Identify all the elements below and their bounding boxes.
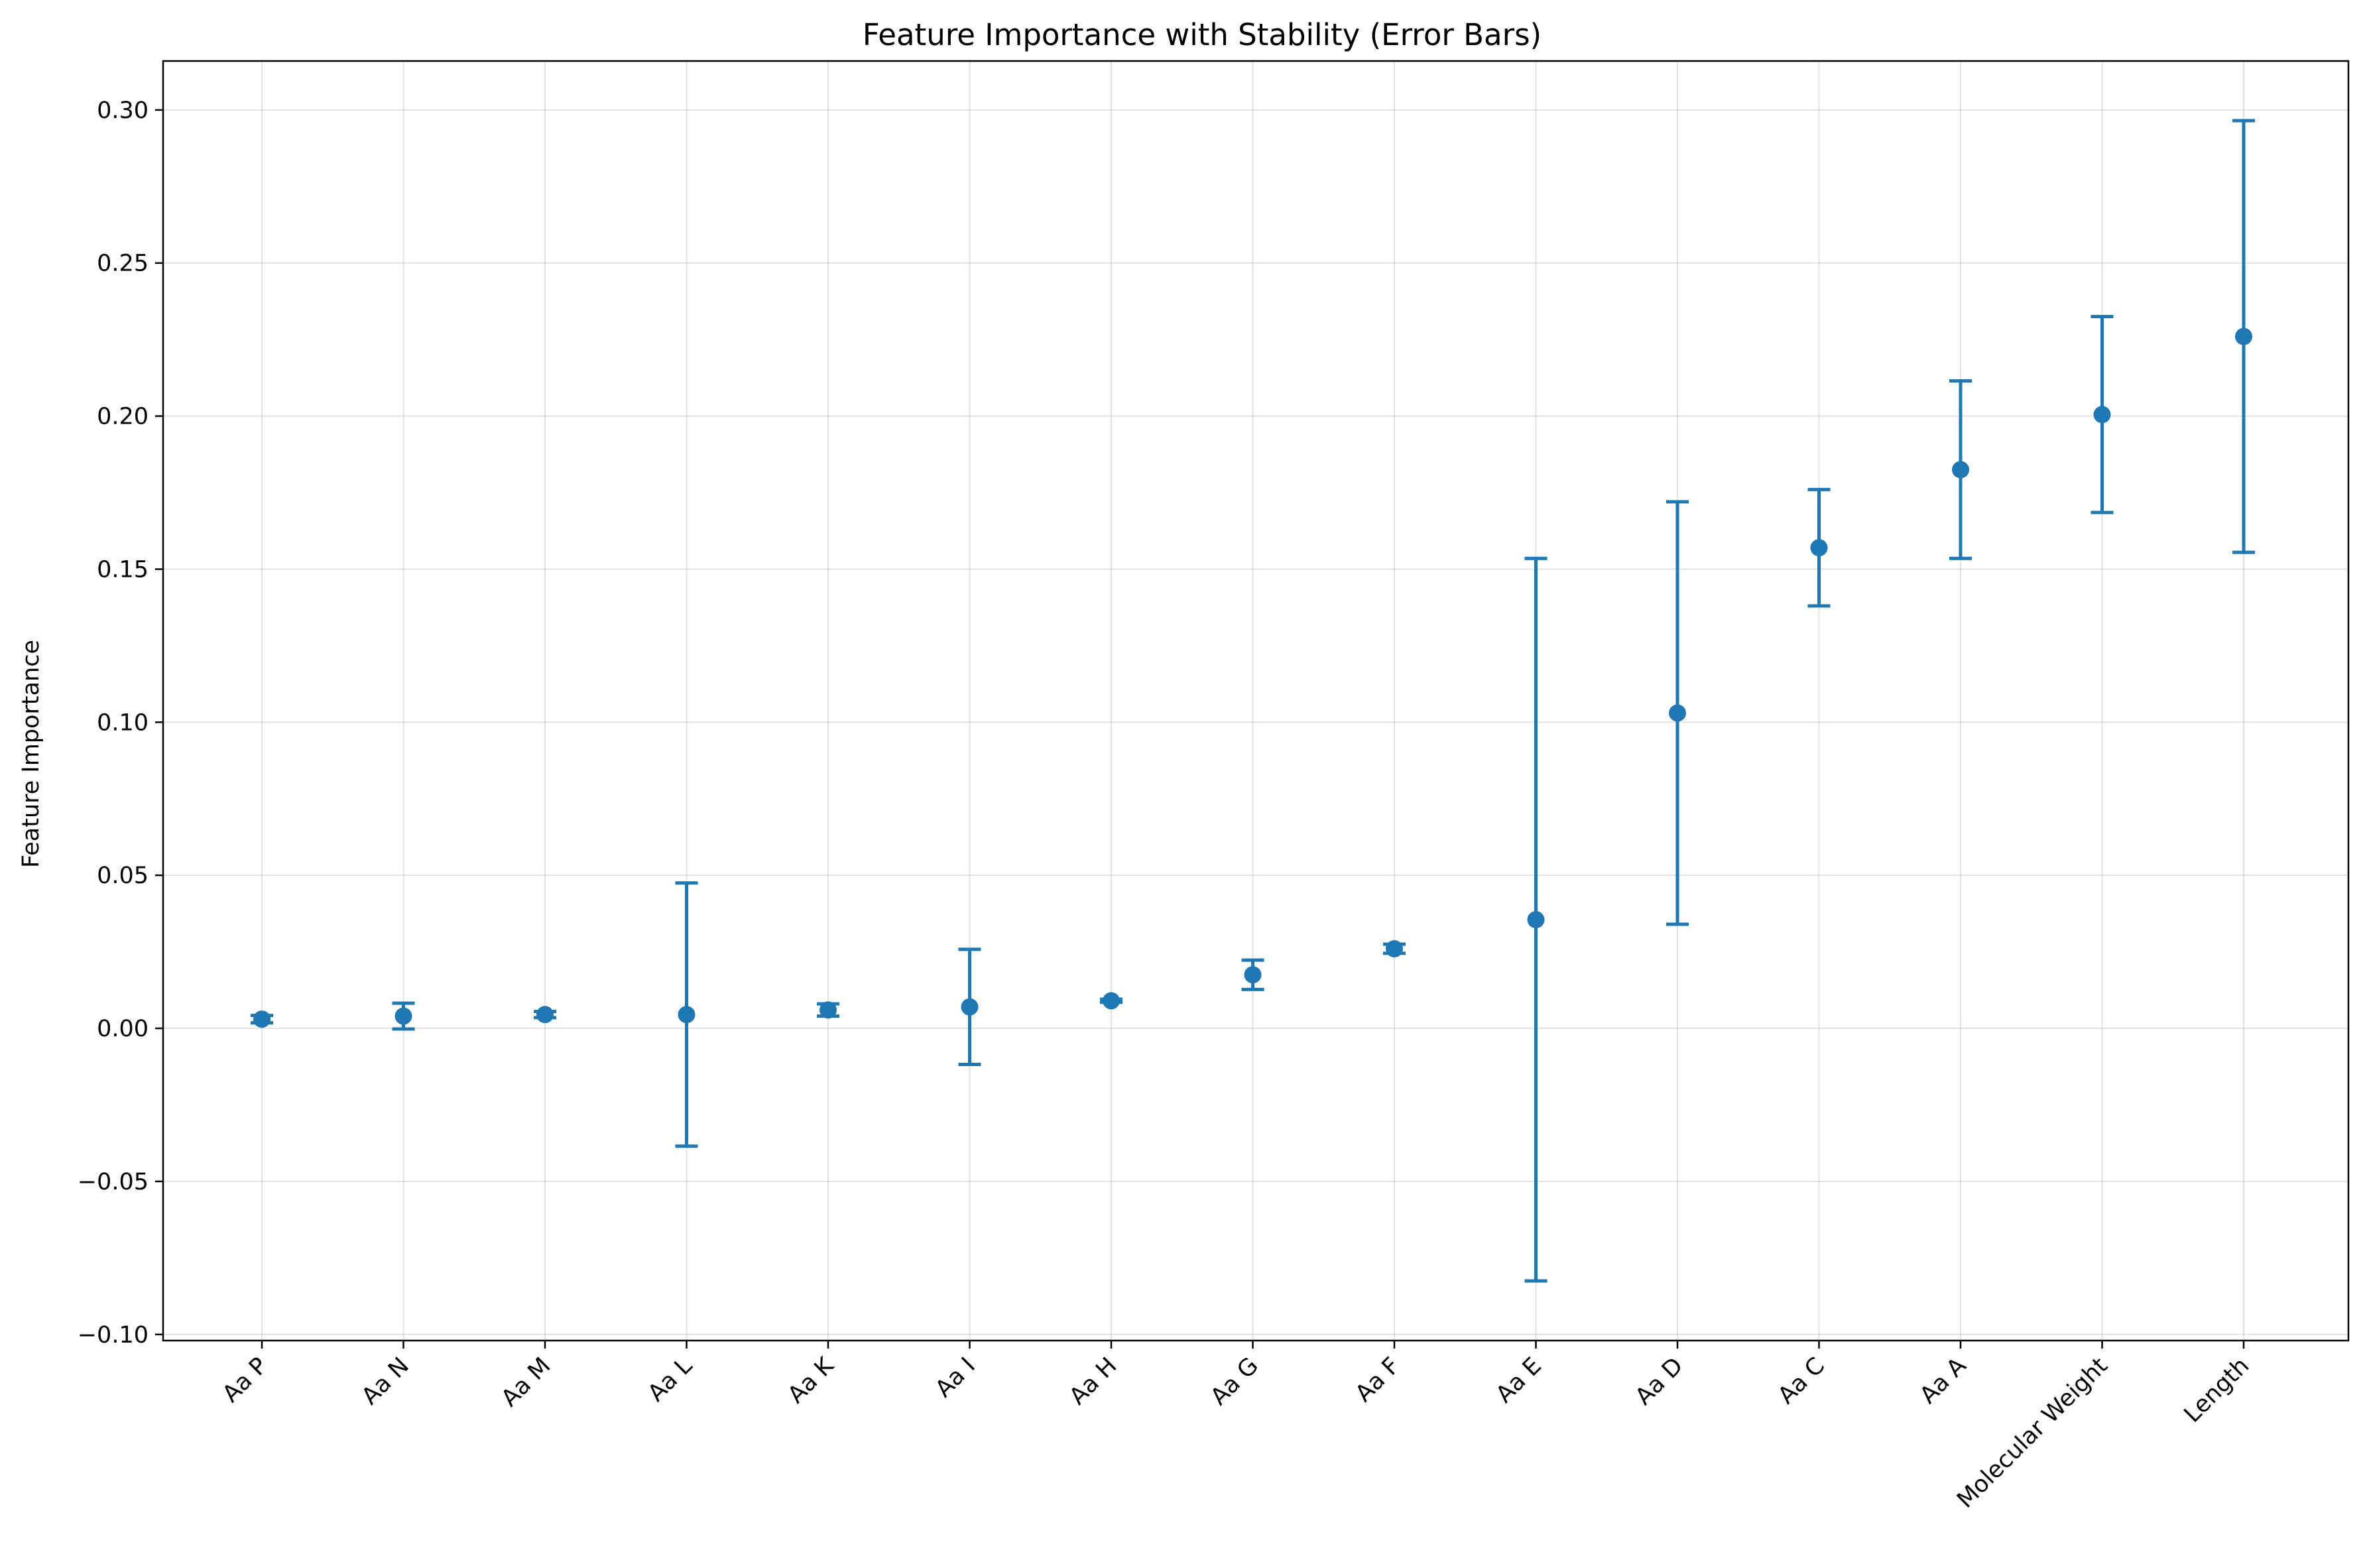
y-tick-label: 0.30 <box>97 97 149 124</box>
x-tick-label: Aa K <box>783 1352 839 1408</box>
y-tick-label: 0.10 <box>97 709 149 736</box>
data-point-13 <box>1952 461 1969 479</box>
grid-layer <box>163 61 2348 1341</box>
x-tick-label: Aa P <box>217 1353 273 1408</box>
x-tick-label: Aa N <box>357 1353 414 1410</box>
x-tick-label: Aa E <box>1491 1353 1547 1408</box>
y-axis-label: Feature Importance <box>18 640 44 868</box>
data-point-8 <box>1244 966 1262 984</box>
data-point-2 <box>394 1007 412 1025</box>
y-tick-label: 0.05 <box>97 863 149 889</box>
chart-title: Feature Importance with Stability (Error… <box>863 17 1542 52</box>
data-point-14 <box>2093 406 2111 424</box>
x-tick-label: Aa L <box>643 1353 698 1407</box>
data-point-11 <box>1669 704 1686 722</box>
x-tick-label: Aa F <box>1351 1353 1405 1407</box>
plot-frame <box>162 60 2350 1342</box>
data-point-3 <box>536 1006 554 1024</box>
x-tick-label: Aa A <box>1915 1353 1971 1409</box>
y-tick-label: 0.20 <box>97 404 149 430</box>
x-tick-label: Aa G <box>1205 1353 1263 1410</box>
x-tick-label: Aa D <box>1630 1353 1688 1410</box>
x-tick-label: Length <box>2179 1353 2255 1428</box>
data-point-10 <box>1527 911 1545 929</box>
data-point-15 <box>2235 328 2252 345</box>
x-tick-label: Aa C <box>1773 1353 1830 1410</box>
data-point-6 <box>961 998 979 1016</box>
x-tick-label: Aa I <box>930 1353 981 1403</box>
data-point-9 <box>1386 939 1403 957</box>
data-point-4 <box>678 1006 696 1024</box>
data-point-5 <box>819 1001 837 1019</box>
data-point-7 <box>1103 992 1120 1010</box>
x-tick-label: Aa H <box>1065 1353 1123 1410</box>
data-point-1 <box>253 1010 271 1028</box>
marks-layer <box>251 119 2255 1283</box>
data-point-12 <box>1810 539 1828 557</box>
y-tick-label: −0.10 <box>78 1322 149 1349</box>
y-tick-label: −0.05 <box>78 1169 149 1195</box>
y-tick-label: 0.00 <box>97 1016 149 1042</box>
x-tick-label: Molecular Weight <box>1952 1353 2112 1513</box>
y-tick-label: 0.25 <box>97 251 149 277</box>
y-tick-label: 0.15 <box>97 556 149 583</box>
x-tick-label: Aa M <box>497 1353 556 1412</box>
